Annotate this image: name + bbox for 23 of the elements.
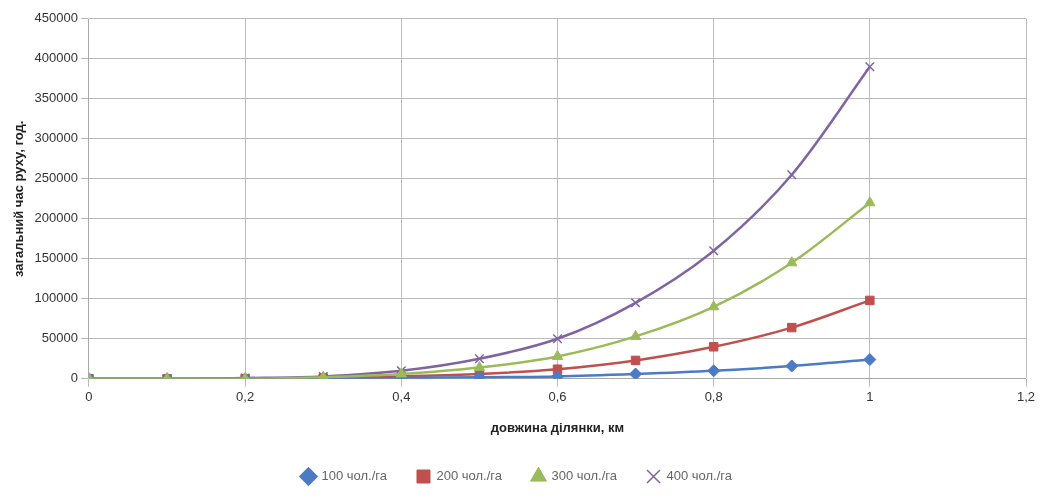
x-tick-label: 0,6 bbox=[548, 389, 567, 405]
x-tick-label: 1 bbox=[866, 389, 874, 405]
y-tick-label: 100000 bbox=[34, 290, 78, 306]
legend-label: 100 чол./га bbox=[321, 468, 388, 484]
y-tick-label: 200000 bbox=[34, 210, 78, 226]
y-tick-label: 50000 bbox=[41, 330, 78, 346]
y-tick-label: 250000 bbox=[34, 170, 78, 186]
x-tick-label: 0,4 bbox=[392, 389, 411, 405]
legend-label: 400 чол./га bbox=[666, 468, 733, 484]
y-tick-label: 150000 bbox=[34, 250, 78, 266]
x-tick-label: 1,2 bbox=[1016, 389, 1036, 405]
x-tick-label: 0 bbox=[85, 389, 93, 405]
legend-label: 300 чол./га bbox=[551, 468, 618, 484]
x-tick-label: 0,2 bbox=[236, 389, 255, 405]
x-tick-label: 0,8 bbox=[704, 389, 723, 405]
legend-label: 200 чол./га bbox=[436, 468, 503, 484]
y-tick-label: 400000 bbox=[34, 50, 78, 66]
y-axis-title: загальний час руху, год. bbox=[11, 120, 27, 277]
y-tick-label: 450000 bbox=[34, 10, 78, 26]
y-tick-label: 350000 bbox=[34, 90, 78, 106]
y-tick-label: 0 bbox=[70, 370, 78, 386]
x-axis-title: довжина ділянки, км bbox=[490, 419, 625, 435]
y-tick-label: 300000 bbox=[34, 130, 78, 146]
